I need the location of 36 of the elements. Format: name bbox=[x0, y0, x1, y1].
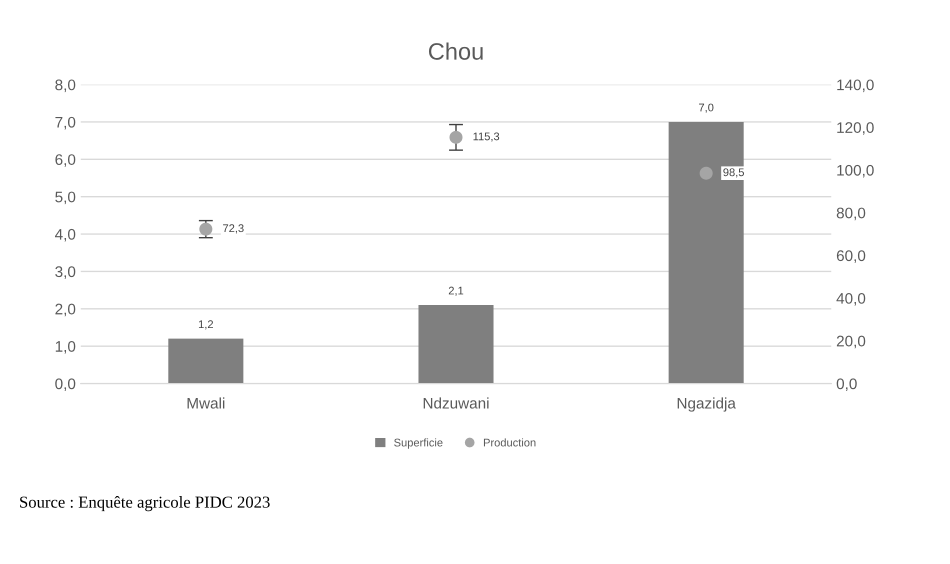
y-tick-label: 3,0 bbox=[55, 266, 76, 279]
data-label: 72,3 bbox=[223, 224, 244, 234]
point bbox=[700, 166, 713, 180]
y-tick-label: 0,0 bbox=[55, 378, 76, 392]
data-label: 115,3 bbox=[474, 132, 500, 142]
legend-label: Superficie bbox=[394, 438, 443, 449]
y-tick-label: 5,0 bbox=[55, 192, 76, 204]
data-label: 98,5 bbox=[723, 168, 744, 178]
data-label: 2,1 bbox=[448, 286, 464, 296]
bar bbox=[168, 338, 244, 384]
bar bbox=[668, 122, 744, 384]
y-tick-label: 6,0 bbox=[55, 154, 76, 167]
y-tick-label: 2,0 bbox=[55, 304, 76, 316]
x-tick-label: Ndzuwani bbox=[424, 397, 489, 409]
y2-tick-label: 40,0 bbox=[836, 292, 866, 306]
x-tick-label: Ngazidja bbox=[678, 397, 736, 412]
data-label: 7,0 bbox=[699, 104, 714, 113]
bar bbox=[418, 305, 494, 384]
y2-tick-label: 80,0 bbox=[836, 208, 866, 220]
y2-tick-label: 20,0 bbox=[836, 336, 866, 348]
legend-label: Production bbox=[484, 438, 536, 447]
y2-tick-label: 100,0 bbox=[837, 164, 874, 178]
point bbox=[449, 130, 463, 144]
source-note: Source : Enquête agricole PIDC 2023 bbox=[20, 496, 270, 512]
y2-tick-label: 120,0 bbox=[837, 122, 874, 135]
y-tick-label: 4,0 bbox=[55, 228, 76, 242]
y-tick-label: 7,0 bbox=[55, 116, 76, 130]
y-tick-label: 1,0 bbox=[56, 341, 76, 354]
y2-tick-label: 0,0 bbox=[836, 378, 857, 392]
y-tick-label: 8,0 bbox=[55, 79, 76, 92]
y2-tick-label: 60,0 bbox=[836, 250, 866, 263]
x-tick-label: Mwali bbox=[188, 397, 224, 409]
y2-tick-label: 140,0 bbox=[837, 79, 874, 92]
chart-title: Chou bbox=[428, 42, 483, 60]
point bbox=[199, 222, 212, 236]
data-label: 1,2 bbox=[198, 320, 213, 330]
